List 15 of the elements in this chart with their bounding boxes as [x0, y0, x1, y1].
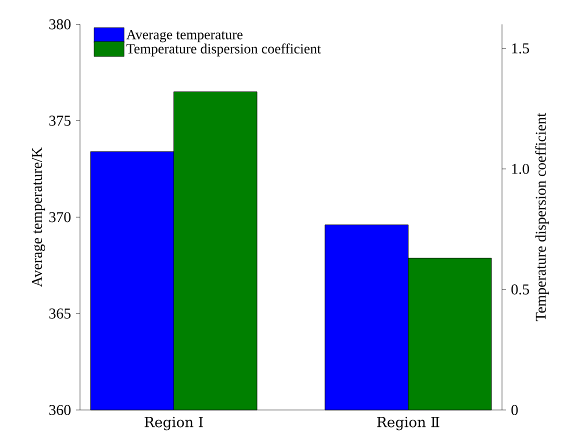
- y-axis-title: Average temperature/K: [32, 147, 46, 288]
- y2-axis-title: Temperature dispersion coefficient: [535, 112, 549, 322]
- y-tick-label: 380: [49, 19, 71, 30]
- y2-tick-label: 1.5: [512, 43, 530, 54]
- y-tick-label: 370: [49, 212, 71, 222]
- x-tick-label: Region Ⅰ: [144, 416, 203, 430]
- y2-tick-label: 0: [511, 404, 518, 416]
- y-tick-label: 360: [49, 404, 71, 416]
- y2-tick-label: 1.0: [512, 164, 530, 174]
- y2-tick-label: 0.5: [511, 284, 530, 295]
- legend-label: Temperature dispersion coefficient: [126, 44, 321, 56]
- x-tick-label: Region Ⅱ: [377, 416, 440, 430]
- y-tick-label: 375: [49, 116, 71, 126]
- y-tick-label: 365: [49, 308, 71, 319]
- legend-label: Average temperature: [126, 30, 242, 42]
